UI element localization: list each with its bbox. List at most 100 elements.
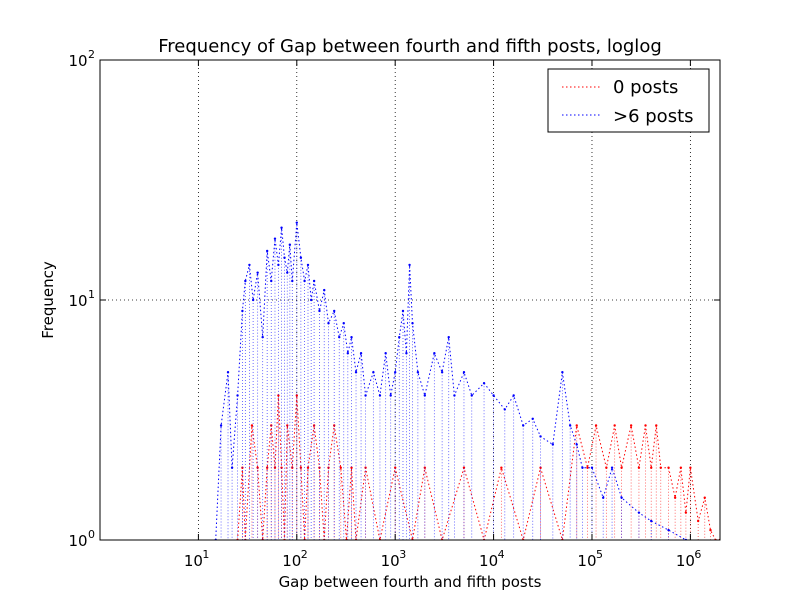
series-0-point	[629, 424, 633, 427]
series-1-point	[581, 466, 584, 469]
series-0-point	[679, 466, 683, 469]
series-1-point	[359, 352, 363, 355]
series-0-point	[684, 511, 688, 514]
series-0-point	[605, 466, 608, 469]
series-1-point	[482, 382, 486, 385]
y-tick-label: 10	[68, 292, 87, 310]
series-1-point	[531, 417, 534, 420]
x-tick-exponent: 3	[399, 548, 406, 561]
series-1-point	[342, 322, 345, 325]
series-1-point	[306, 263, 310, 267]
y-tick-label: 10	[68, 52, 87, 70]
series-1-point	[601, 496, 605, 499]
series-0-point	[594, 424, 598, 427]
series-1-point	[291, 279, 294, 283]
series-1-point	[416, 371, 420, 374]
series-0-point	[703, 496, 706, 499]
legend: 0 posts >6 posts	[547, 68, 710, 133]
series-1-point	[327, 322, 330, 325]
y-tick-exponent: 0	[88, 528, 95, 541]
y-tick-label: 10	[68, 532, 87, 550]
series-1-point	[650, 519, 653, 523]
series-1-point	[270, 279, 273, 283]
series-1-point	[561, 371, 564, 374]
series-0-point	[393, 466, 397, 469]
series-1-point	[462, 371, 466, 374]
series-0-point	[696, 519, 700, 523]
series-1-point	[503, 408, 506, 411]
series-1-point	[273, 237, 277, 240]
series-0-point	[613, 424, 616, 427]
series-1-point	[280, 226, 283, 229]
series-0-point	[306, 466, 310, 469]
x-tick-label: 10	[676, 552, 695, 570]
y-tick-exponent: 1	[88, 288, 95, 301]
series-1-point	[261, 335, 264, 339]
series-1-point	[226, 371, 230, 374]
series-1-point	[378, 394, 382, 397]
series-1-point	[433, 352, 436, 355]
x-tick-exponent: 2	[301, 548, 308, 561]
series-1-point	[323, 288, 326, 292]
series-0-point	[462, 466, 466, 469]
series-0-point	[667, 466, 670, 469]
y-tick-exponent: 2	[88, 48, 95, 61]
series-1-point	[398, 335, 401, 339]
series-1-point	[241, 309, 244, 313]
series-1-point	[492, 394, 495, 397]
series-1-point	[354, 371, 358, 374]
series-1-point	[551, 443, 555, 446]
series-1-point	[364, 394, 367, 397]
x-tick-label: 10	[577, 552, 596, 570]
series-0-point	[339, 466, 342, 469]
series-0-point	[250, 424, 254, 427]
series-1-point	[539, 435, 542, 438]
series-1-point	[423, 394, 427, 397]
series-1-point	[286, 271, 289, 274]
series-1-point	[411, 322, 414, 325]
x-tick-exponent: 5	[596, 548, 603, 561]
series-1-point	[219, 424, 223, 427]
series-1-point	[312, 279, 316, 283]
series-1-point	[318, 309, 321, 313]
series-0-point	[273, 466, 277, 469]
x-tick-exponent: 1	[202, 548, 209, 561]
series-1-point	[610, 466, 614, 469]
series-0-point	[709, 528, 712, 532]
x-axis-label: Gap between fourth and fifth posts	[279, 573, 542, 591]
series-1-point	[568, 424, 572, 427]
series-1-point	[256, 271, 259, 274]
series-1-point	[346, 352, 350, 355]
series-1-point	[299, 256, 303, 259]
series-0-point	[575, 424, 578, 427]
legend-label-0-posts: 0 posts	[613, 77, 678, 98]
series-1-point	[384, 352, 387, 355]
series-1-point	[447, 335, 450, 339]
series-1-point	[470, 394, 473, 397]
series-1-point	[265, 249, 269, 253]
series-1-point	[295, 221, 298, 224]
series-0-point	[644, 424, 647, 427]
x-tick-label: 10	[282, 552, 301, 570]
x-tick-exponent: 6	[694, 548, 701, 561]
series-1-point	[440, 371, 444, 374]
series-1-point	[590, 466, 594, 469]
series-0-point	[689, 466, 692, 469]
x-tick-label: 10	[381, 552, 400, 570]
series-1-point	[236, 394, 239, 397]
series-0-point	[673, 496, 677, 499]
series-1-point	[277, 263, 280, 267]
chart-title: Frequency of Gap between fourth and fift…	[158, 36, 662, 57]
series-1-point	[303, 279, 306, 283]
series-0-point	[655, 424, 658, 427]
series-1-point	[405, 352, 408, 355]
series-1-point	[251, 298, 255, 302]
series-1-point	[288, 243, 292, 246]
series-1-point	[522, 424, 525, 427]
series-0-point	[586, 466, 589, 469]
series-0-point	[350, 466, 353, 469]
x-tick-label: 10	[479, 552, 498, 570]
series-0-point	[295, 394, 298, 397]
series-layer	[214, 221, 720, 540]
